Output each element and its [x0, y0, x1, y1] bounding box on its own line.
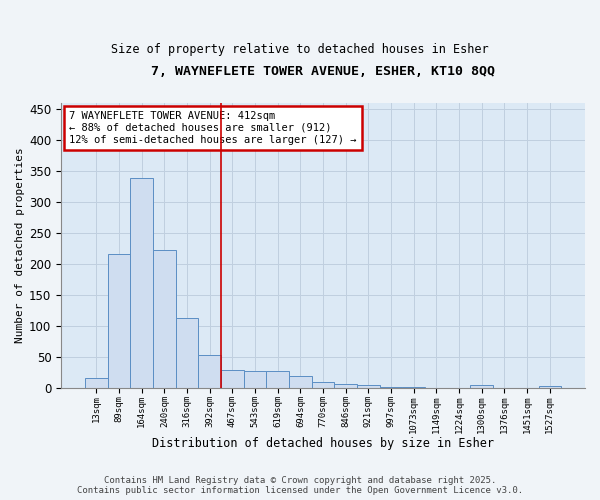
Bar: [380, 387, 403, 388]
Bar: [470, 385, 493, 388]
Bar: [85, 378, 107, 388]
Bar: [221, 370, 244, 388]
Bar: [312, 382, 334, 388]
Bar: [107, 254, 130, 388]
Y-axis label: Number of detached properties: Number of detached properties: [15, 148, 25, 343]
X-axis label: Distribution of detached houses by size in Esher: Distribution of detached houses by size …: [152, 437, 494, 450]
Bar: [176, 318, 199, 388]
Text: Contains HM Land Registry data © Crown copyright and database right 2025.
Contai: Contains HM Land Registry data © Crown c…: [77, 476, 523, 495]
Title: 7, WAYNEFLETE TOWER AVENUE, ESHER, KT10 8QQ: 7, WAYNEFLETE TOWER AVENUE, ESHER, KT10 …: [151, 65, 495, 78]
Bar: [289, 376, 312, 388]
Text: 7 WAYNEFLETE TOWER AVENUE: 412sqm
← 88% of detached houses are smaller (912)
12%: 7 WAYNEFLETE TOWER AVENUE: 412sqm ← 88% …: [69, 112, 356, 144]
Text: Size of property relative to detached houses in Esher: Size of property relative to detached ho…: [111, 42, 489, 56]
Bar: [266, 372, 289, 388]
Bar: [334, 384, 357, 388]
Bar: [153, 250, 176, 388]
Bar: [199, 355, 221, 388]
Bar: [357, 385, 380, 388]
Bar: [130, 178, 153, 388]
Bar: [539, 386, 561, 388]
Bar: [244, 372, 266, 388]
Bar: [403, 387, 425, 388]
